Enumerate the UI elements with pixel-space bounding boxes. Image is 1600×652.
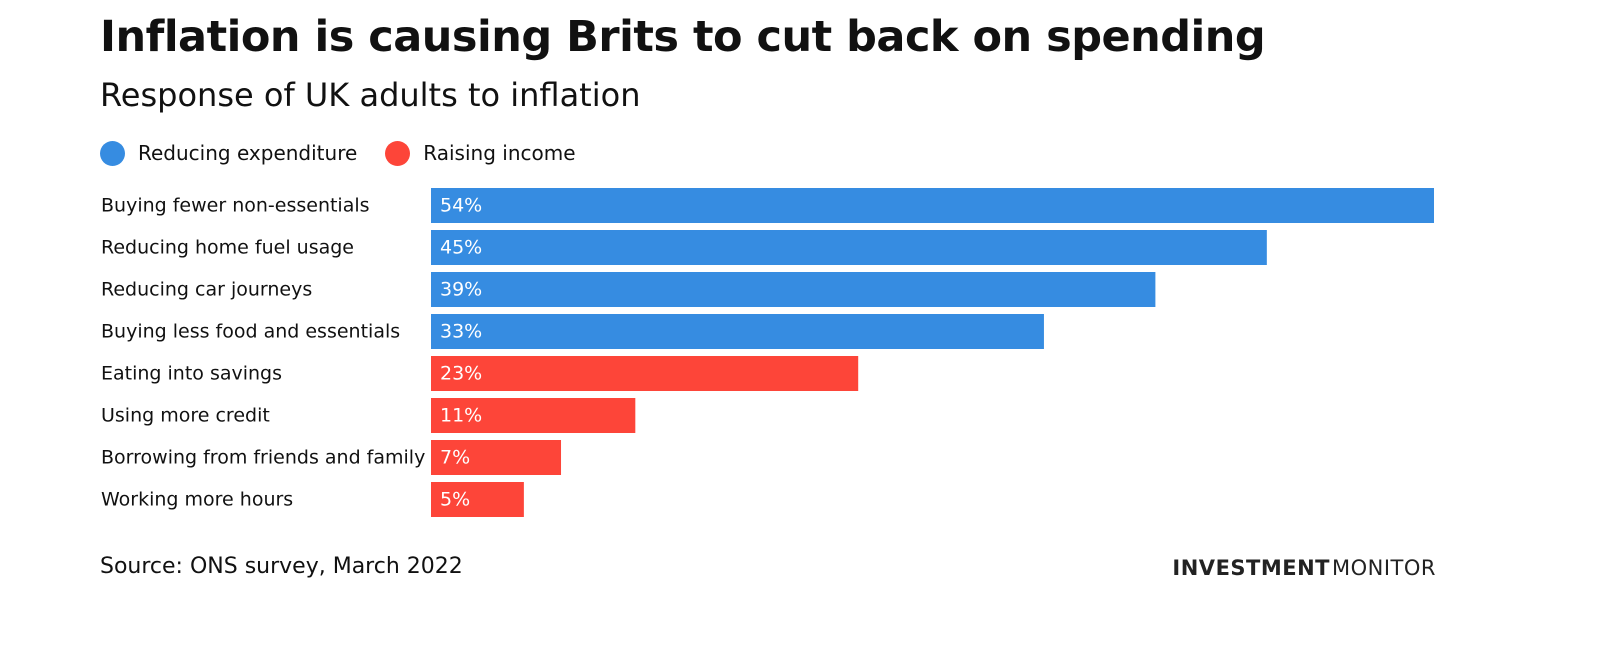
- bar-value-label: 7%: [440, 447, 470, 469]
- bar-value-label: 45%: [440, 237, 482, 259]
- bar-value-label: 39%: [440, 279, 482, 301]
- chart-subtitle: Response of UK adults to inflation: [100, 76, 641, 114]
- bar: [431, 314, 1044, 349]
- bar-value-label: 33%: [440, 321, 482, 343]
- legend: Reducing expenditure Raising income: [100, 138, 604, 168]
- legend-swatch-raising-income: [385, 140, 411, 166]
- category-label: Eating into savings: [101, 363, 282, 385]
- bar-value-label: 5%: [440, 489, 470, 511]
- bar: [431, 230, 1267, 265]
- category-label: Using more credit: [101, 405, 270, 427]
- category-label: Buying less food and essentials: [101, 321, 400, 343]
- bar: [431, 398, 636, 433]
- bar: [431, 482, 524, 517]
- category-label: Reducing car journeys: [101, 279, 312, 301]
- source-note: Source: ONS survey, March 2022: [100, 554, 463, 579]
- bar-value-label: 23%: [440, 363, 482, 385]
- legend-swatch-reducing-expenditure: [100, 140, 125, 166]
- bar: [431, 356, 859, 391]
- bar: [431, 272, 1156, 307]
- brand-logo: INVESTMENTMONITOR: [1172, 556, 1436, 580]
- brand-logo-bold: INVESTMENT: [1172, 556, 1330, 580]
- bar: [431, 188, 1434, 223]
- legend-item-raising-income: Raising income: [385, 140, 576, 166]
- bar-value-label: 11%: [440, 405, 482, 427]
- category-label: Working more hours: [101, 489, 293, 511]
- category-label: Buying fewer non-essentials: [101, 195, 370, 217]
- category-label: Reducing home fuel usage: [101, 237, 354, 259]
- legend-label-raising-income: Raising income: [423, 141, 576, 165]
- chart-title: Inflation is causing Brits to cut back o…: [100, 12, 1266, 62]
- legend-item-reducing-expenditure: Reducing expenditure: [100, 140, 358, 166]
- brand-logo-light: MONITOR: [1332, 556, 1436, 580]
- bar: [431, 440, 562, 475]
- category-label: Borrowing from friends and family: [101, 447, 425, 469]
- bar-value-label: 54%: [440, 195, 482, 217]
- legend-label-reducing-expenditure: Reducing expenditure: [138, 141, 358, 165]
